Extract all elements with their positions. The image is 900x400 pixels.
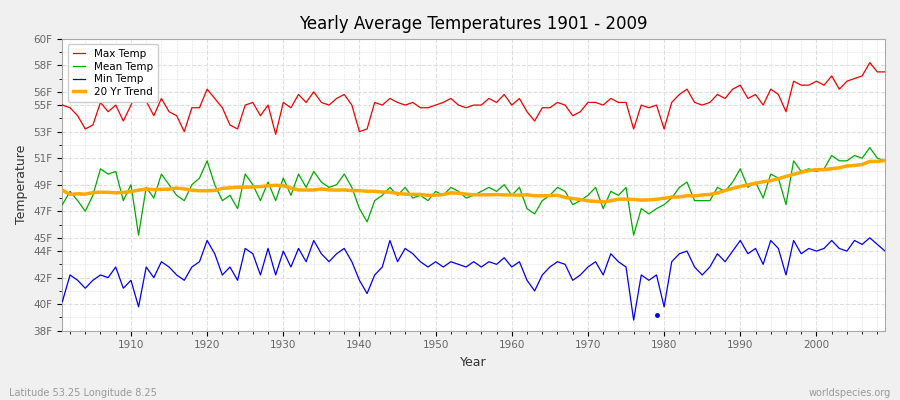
Min Temp — [598, 272, 608, 277]
20 Yr Trend — [57, 188, 68, 193]
Max Temp — [864, 60, 875, 65]
20 Yr Trend — [606, 198, 616, 203]
Min Temp — [628, 318, 639, 322]
Text: worldspecies.org: worldspecies.org — [809, 388, 891, 398]
Max Temp — [507, 103, 517, 108]
Legend: Max Temp, Mean Temp, Min Temp, 20 Yr Trend: Max Temp, Mean Temp, Min Temp, 20 Yr Tre… — [68, 44, 158, 102]
Mean Temp — [57, 202, 68, 207]
Min Temp — [331, 251, 342, 256]
X-axis label: Year: Year — [461, 356, 487, 369]
Max Temp — [118, 119, 129, 124]
Mean Temp — [118, 198, 129, 203]
Mean Temp — [338, 172, 349, 176]
Max Temp — [514, 96, 525, 101]
Mean Temp — [514, 185, 525, 190]
20 Yr Trend — [598, 200, 608, 204]
20 Yr Trend — [118, 190, 129, 195]
20 Yr Trend — [285, 186, 296, 190]
Max Temp — [270, 132, 281, 137]
Y-axis label: Temperature: Temperature — [15, 145, 28, 224]
Mean Temp — [879, 158, 890, 163]
Mean Temp — [133, 233, 144, 238]
Mean Temp — [507, 193, 517, 198]
20 Yr Trend — [879, 158, 890, 163]
Text: Latitude 53.25 Longitude 8.25: Latitude 53.25 Longitude 8.25 — [9, 388, 157, 398]
Max Temp — [293, 92, 304, 97]
Line: 20 Yr Trend: 20 Yr Trend — [62, 160, 885, 202]
Max Temp — [338, 92, 349, 97]
Max Temp — [57, 103, 68, 108]
Line: Mean Temp: Mean Temp — [62, 148, 885, 235]
Line: Max Temp: Max Temp — [62, 63, 885, 134]
Mean Temp — [864, 145, 875, 150]
Min Temp — [285, 265, 296, 270]
Title: Yearly Average Temperatures 1901 - 2009: Yearly Average Temperatures 1901 - 2009 — [300, 15, 648, 33]
Mean Temp — [606, 189, 616, 194]
Max Temp — [879, 70, 890, 74]
Min Temp — [118, 286, 129, 291]
Min Temp — [879, 249, 890, 254]
Line: Min Temp: Min Temp — [62, 238, 885, 320]
Min Temp — [507, 265, 517, 270]
Min Temp — [499, 255, 509, 260]
Min Temp — [864, 236, 875, 240]
Min Temp — [57, 299, 68, 304]
20 Yr Trend — [331, 188, 342, 192]
20 Yr Trend — [499, 192, 509, 197]
Max Temp — [606, 96, 616, 101]
Mean Temp — [293, 172, 304, 176]
20 Yr Trend — [507, 192, 517, 197]
